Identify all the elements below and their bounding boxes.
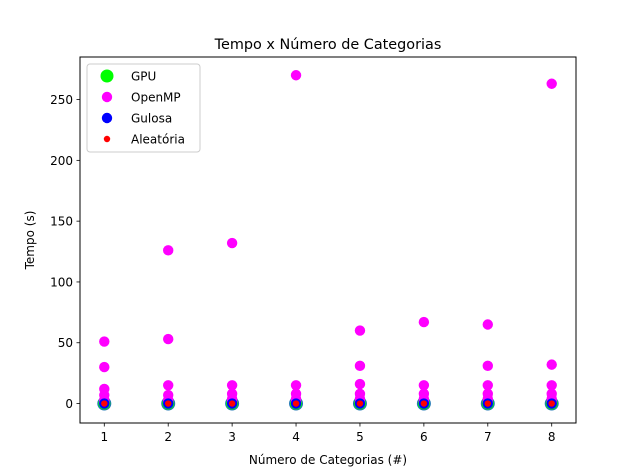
y-axis: 0 50 100 150 200 250 xyxy=(50,93,80,411)
point-openmp xyxy=(163,333,174,345)
point-openmp xyxy=(226,380,238,391)
axes-border xyxy=(79,56,577,424)
point-openmp xyxy=(163,245,174,256)
x-tick-label: 8 xyxy=(548,430,556,444)
point-openmp xyxy=(546,380,557,391)
point-openmp xyxy=(226,237,238,249)
point-aleatoria xyxy=(356,400,364,407)
point-openmp xyxy=(418,316,430,328)
point-openmp xyxy=(354,325,366,336)
point-openmp xyxy=(418,380,430,391)
point-aleatoria xyxy=(484,400,491,407)
legend-label-aleatoria: Aleatória xyxy=(131,133,185,147)
axes-frame xyxy=(79,56,577,424)
point-openmp xyxy=(99,336,110,347)
y-tick-label: 250 xyxy=(50,93,73,107)
point-aleatoria xyxy=(548,400,555,407)
point-openmp xyxy=(290,70,302,81)
legend-label-openmp: OpenMP xyxy=(131,91,181,105)
point-aleatoria xyxy=(420,400,428,407)
point-aleatoria xyxy=(165,400,172,407)
chart-title: Tempo x Número de Categorias xyxy=(214,37,442,53)
point-openmp xyxy=(482,360,493,372)
legend-marker-openmp xyxy=(101,91,113,103)
point-openmp xyxy=(99,361,110,373)
legend-marker-gulosa xyxy=(101,112,113,124)
y-tick-label: 200 xyxy=(50,154,73,168)
y-tick-label: 150 xyxy=(50,215,73,229)
x-tick-label: 4 xyxy=(292,430,300,444)
x-axis: 1 2 3 4 5 6 7 8 xyxy=(100,423,556,444)
legend-label-gulosa: Gulosa xyxy=(131,112,172,126)
data-marks xyxy=(97,70,559,411)
point-aleatoria xyxy=(292,400,300,407)
series-aleatoria xyxy=(101,400,555,407)
point-openmp xyxy=(354,360,366,372)
point-openmp xyxy=(546,359,557,370)
x-tick-label: 5 xyxy=(356,430,364,444)
point-openmp xyxy=(163,380,174,391)
x-tick-label: 3 xyxy=(228,430,236,444)
x-tick-label: 7 xyxy=(484,430,492,444)
legend: GPU OpenMP Gulosa Aleatória xyxy=(86,63,201,153)
point-openmp xyxy=(354,378,366,390)
point-aleatoria xyxy=(228,400,236,407)
x-tick-label: 6 xyxy=(420,430,428,444)
y-tick-label: 100 xyxy=(50,275,73,289)
point-openmp xyxy=(482,319,493,330)
point-openmp xyxy=(546,78,557,89)
y-tick-label: 0 xyxy=(65,397,73,411)
x-axis-label: Número de Categorias (#) xyxy=(249,453,407,467)
legend-box xyxy=(86,63,201,153)
y-axis-label: Tempo (s) xyxy=(23,211,37,271)
legend-marker-aleatoria xyxy=(103,135,111,143)
legend-marker-gpu xyxy=(100,69,114,83)
point-aleatoria xyxy=(101,400,108,407)
legend-label-gpu: GPU xyxy=(131,70,156,84)
point-openmp xyxy=(290,380,302,391)
point-openmp xyxy=(482,380,493,391)
y-tick-label: 50 xyxy=(58,336,73,350)
x-tick-label: 1 xyxy=(100,430,108,444)
x-tick-label: 2 xyxy=(164,430,172,444)
